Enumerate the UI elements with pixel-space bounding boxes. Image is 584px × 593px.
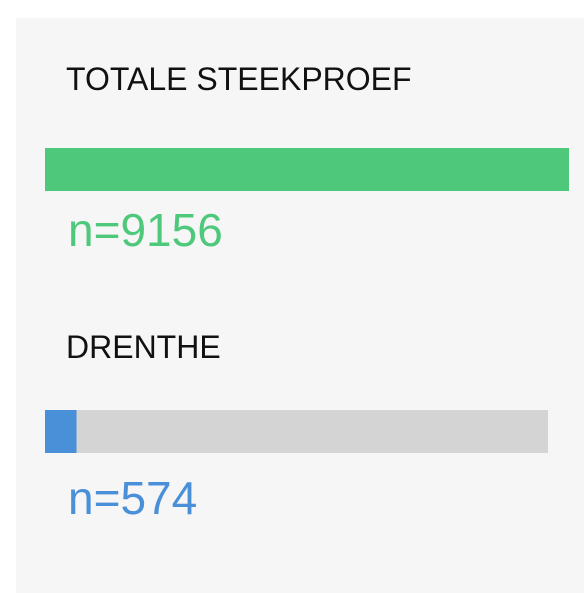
- bar: [45, 148, 569, 191]
- bar-track: [45, 410, 548, 453]
- value-label: n=9156: [68, 204, 223, 256]
- bar: [45, 410, 77, 453]
- panel-background: [16, 18, 584, 593]
- value-label: n=574: [68, 472, 197, 524]
- category-label: DRENTHE: [66, 329, 221, 365]
- category-label: TOTALE STEEKPROEF: [66, 61, 412, 97]
